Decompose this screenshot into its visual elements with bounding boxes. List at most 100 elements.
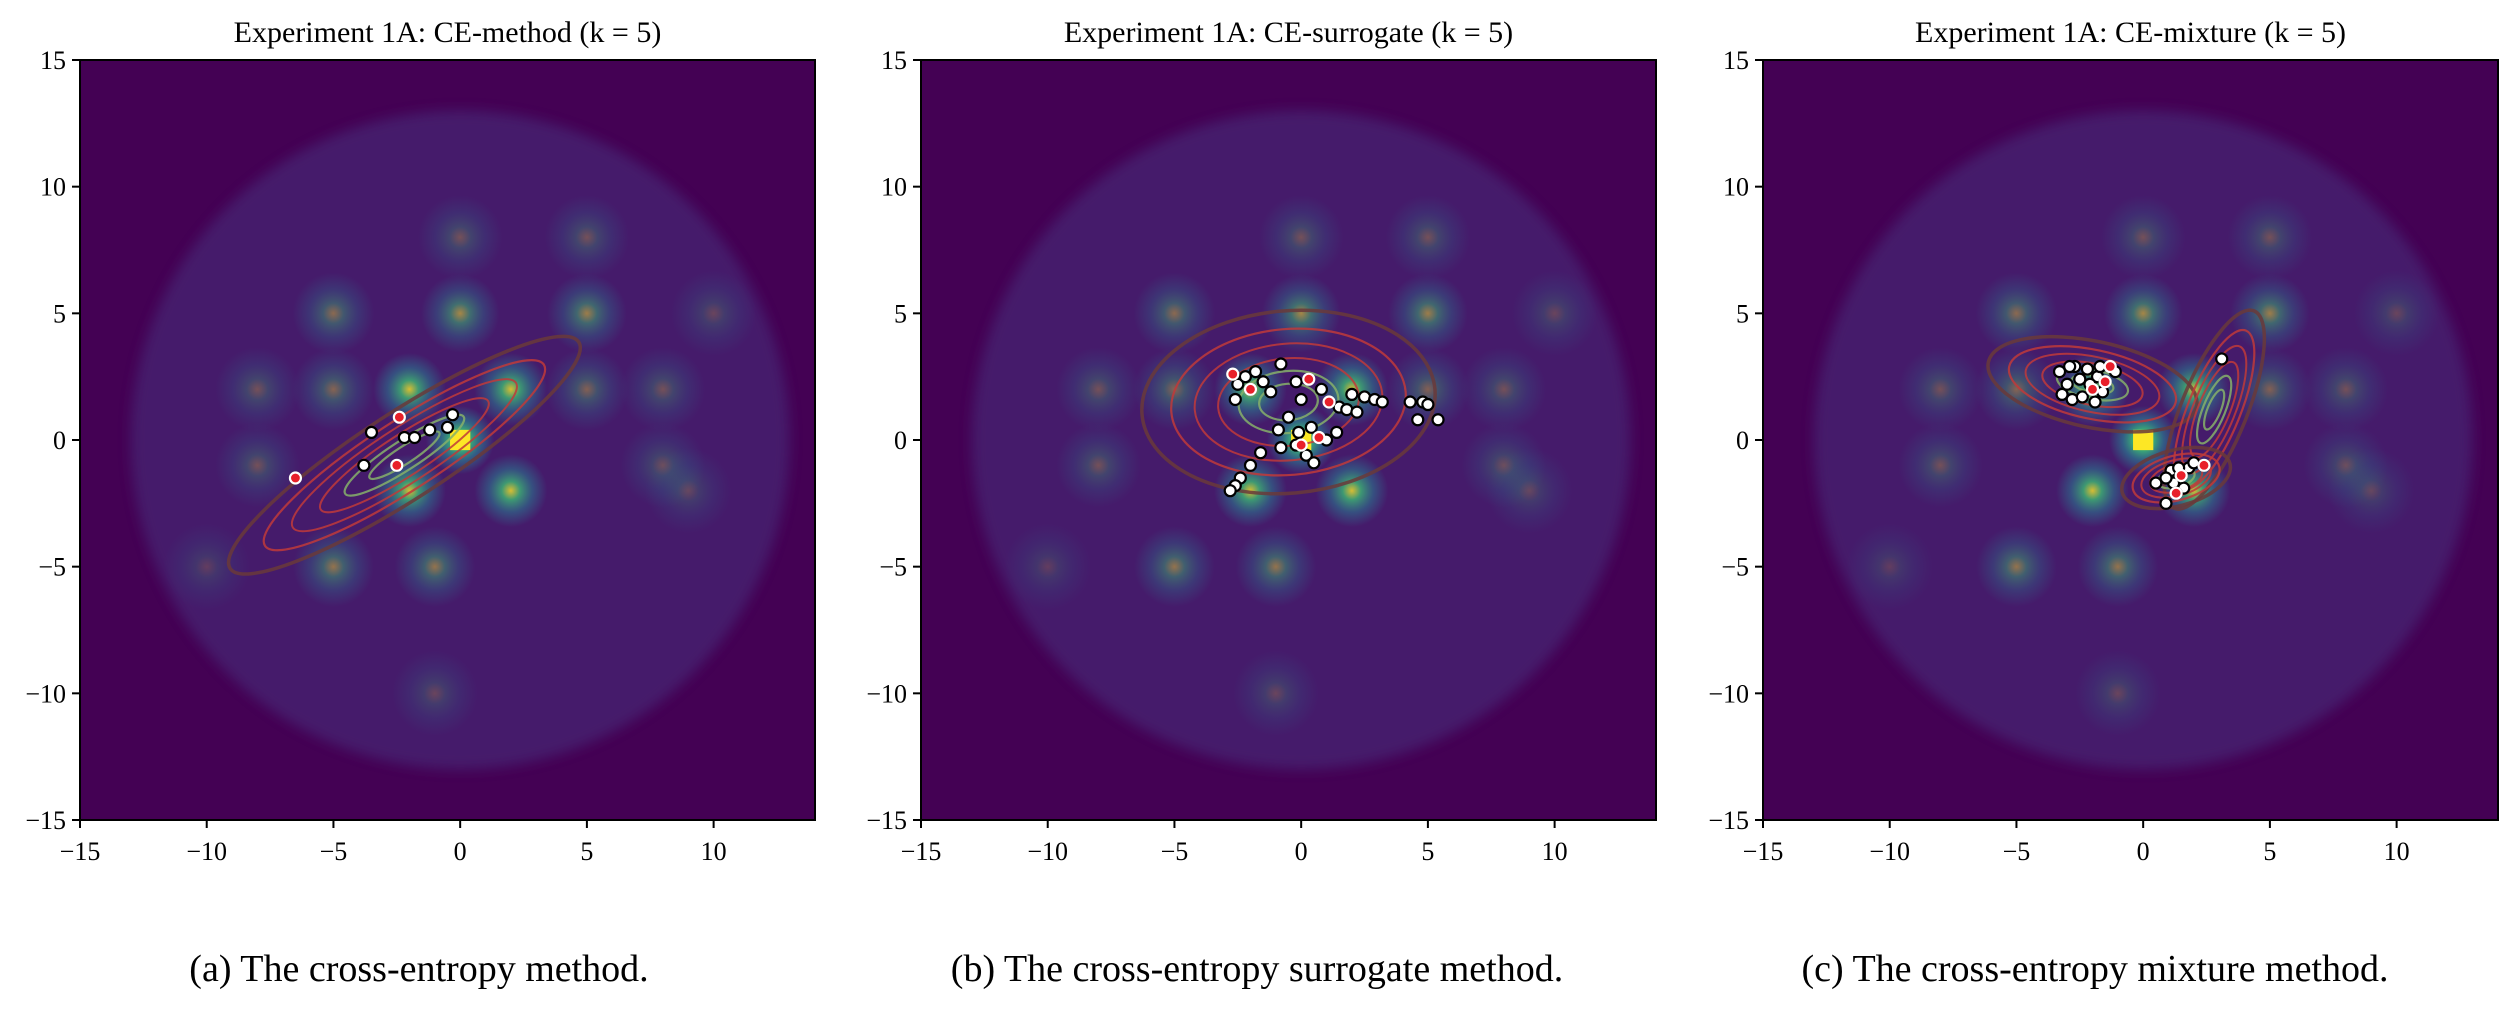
sample-point <box>2073 372 2087 386</box>
caption-a: (a) The cross-entropy method. <box>189 948 649 990</box>
elite-point <box>2174 468 2188 483</box>
sample-point <box>357 458 371 472</box>
y-tick-label: −5 <box>879 553 907 582</box>
heatmap-peak <box>1511 270 1598 357</box>
x-tick-label: −10 <box>1869 837 1910 866</box>
elite-point <box>288 471 303 485</box>
contour-line <box>2202 388 2226 431</box>
sample-point <box>1345 387 1359 401</box>
heatmap-peak <box>1386 348 1470 431</box>
heatmap-peak <box>544 195 630 280</box>
x-tick-label: 5 <box>580 837 593 866</box>
contour-line <box>1140 308 1437 496</box>
sample-points <box>2052 352 2229 510</box>
contour-line <box>318 397 490 514</box>
sample-point <box>2088 395 2102 409</box>
heatmap-peak <box>1975 272 2058 355</box>
y-tick-label: −5 <box>1721 553 1749 582</box>
elite-point <box>2169 486 2183 500</box>
sample-point <box>1330 425 1344 439</box>
sample-point <box>2060 377 2074 391</box>
sample-points <box>1223 357 1445 498</box>
sample-point <box>1256 375 1270 389</box>
contour-line <box>1193 342 1384 462</box>
y-tick-label: −10 <box>25 679 66 708</box>
sample-point <box>2063 359 2077 374</box>
sample-point <box>407 430 422 445</box>
sample-point <box>1238 370 1253 384</box>
heatmap-peak <box>215 423 300 508</box>
elite-point <box>1226 367 1240 381</box>
elite-point <box>390 458 404 472</box>
elite-point <box>1302 372 1316 386</box>
panel-1: −15 −10 −5 0 5 10 −15 −10 −5 0 5 10 15 Experiment 1A:… <box>25 16 816 866</box>
sample-point <box>1271 423 1285 437</box>
elite-point <box>1243 382 1258 396</box>
heatmap-peak <box>645 447 732 534</box>
contour-line <box>226 334 583 576</box>
y-tick-label: 0 <box>53 426 66 455</box>
contour-line <box>2007 345 2178 424</box>
heatmap-peak <box>1846 523 1933 610</box>
heatmap-peak <box>1975 348 2058 431</box>
x-tick-label: −10 <box>1027 837 1068 866</box>
sample-point <box>1248 365 1263 379</box>
x-tick-label: −15 <box>1743 837 1784 866</box>
sample-point <box>2055 387 2069 401</box>
heatmap-peak <box>1976 526 2057 607</box>
contour-line <box>343 413 466 497</box>
heatmap-peak <box>1004 523 1091 610</box>
caption-c: (c) The cross-entropy mixture method. <box>1801 948 2389 990</box>
sample-point <box>1304 420 1318 434</box>
y-tick-label: −15 <box>866 806 907 835</box>
contour-line <box>1986 334 2199 434</box>
elite-point <box>2197 458 2211 472</box>
x-tick-label: −5 <box>2003 837 2031 866</box>
heatmap-peak <box>163 523 250 610</box>
elite-point <box>2103 359 2117 374</box>
heatmap-peak <box>2077 526 2159 607</box>
sample-point <box>1314 382 1329 396</box>
heatmap-peak <box>1898 347 1983 432</box>
heatmap-peak <box>2303 347 2389 432</box>
heatmap-peak <box>620 347 706 432</box>
x-tick-label: 5 <box>1421 837 1434 866</box>
heatmap-peak <box>1056 423 1141 508</box>
x-tick-label: −5 <box>320 837 348 866</box>
heatmap-peak <box>2103 274 2183 353</box>
y-tick-label: 5 <box>1736 299 1749 328</box>
x-tick-label: 10 <box>701 837 727 866</box>
y-tick-label: 10 <box>40 173 66 202</box>
y-tick-label: −10 <box>866 679 907 708</box>
heatmap-peak <box>2075 650 2161 737</box>
heatmap-peak <box>373 352 446 426</box>
sample-point <box>1289 375 1303 389</box>
heatmap-peak <box>2353 270 2440 357</box>
y-tick-label: 5 <box>53 299 66 328</box>
y-tick-label: 0 <box>1736 426 1749 455</box>
elite-point <box>1322 395 1336 409</box>
sample-point <box>440 420 455 434</box>
x-tick-label: 10 <box>1542 837 1568 866</box>
sample-point <box>445 408 460 422</box>
heatmap-peak <box>1233 650 1319 737</box>
sample-point <box>1431 413 1445 427</box>
y-tick-label: 5 <box>894 299 907 328</box>
sample-point <box>1254 446 1268 460</box>
heatmap-peak <box>2328 447 2415 534</box>
panel-2: −15 −10 −5 0 5 10 −15 −10 −5 0 5 10 15 Experiment 1A:… <box>866 16 1657 866</box>
y-tick-label: −5 <box>38 553 66 582</box>
contour-line <box>2131 452 2221 504</box>
x-tick-label: 5 <box>2263 837 2276 866</box>
x-tick-label: −15 <box>901 837 942 866</box>
heatmap-peak <box>1133 272 1216 355</box>
contour-lines <box>226 334 583 576</box>
heatmap-peak <box>292 272 375 355</box>
sample-point <box>1274 441 1288 455</box>
sample-point <box>2080 362 2095 376</box>
sample-point <box>1223 484 1237 498</box>
contour-line <box>2024 352 2161 416</box>
heatmap-peak <box>1056 347 1141 432</box>
contour-line <box>262 359 547 552</box>
